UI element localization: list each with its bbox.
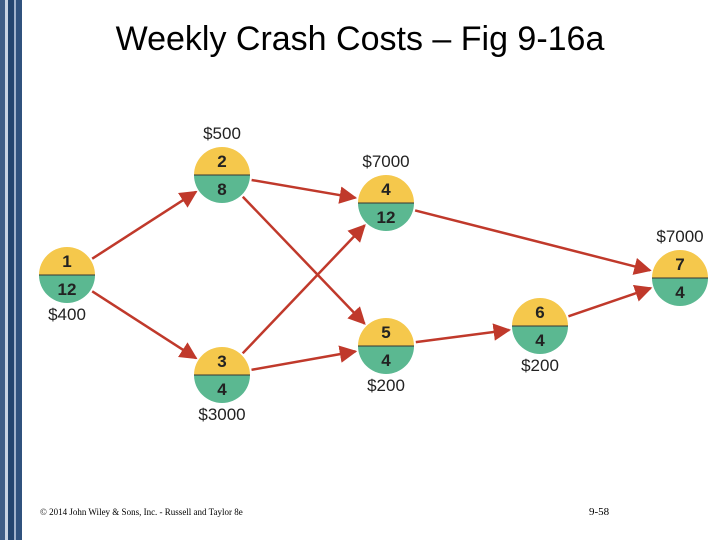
node-5: 5 4 $200 — [358, 318, 414, 395]
arrow-4-to-7 — [414, 209, 652, 275]
node-id-label: 6 — [535, 303, 544, 322]
arrow-2-to-4 — [251, 178, 358, 204]
node-id-label: 1 — [62, 252, 71, 271]
node-bottom-half — [194, 375, 250, 403]
node-crash-cost-label: $7000 — [656, 227, 703, 246]
node-duration-label: 4 — [675, 283, 685, 302]
node-2: 2 8 $500 — [194, 124, 250, 203]
node-crash-cost-label: $400 — [48, 305, 86, 324]
node-crash-cost-label: $7000 — [362, 152, 409, 171]
slide-title: Weekly Crash Costs – Fig 9-16a — [115, 20, 605, 58]
node-6: 6 4 $200 — [512, 298, 568, 375]
copyright-footer: © 2014 John Wiley & Sons, Inc. - Russell… — [40, 507, 243, 517]
nodes-layer: 1 12 $400 2 8 $500 3 4 $3000 4 12 $7000 5 4 $200 6 4 $200… — [39, 124, 708, 424]
node-top-half — [194, 147, 250, 175]
sidebar-stripe — [5, 0, 8, 540]
node-id-label: 5 — [381, 323, 390, 342]
node-duration-label: 4 — [381, 351, 391, 370]
arrow-1-to-2 — [91, 190, 198, 260]
node-crash-cost-label: $200 — [521, 356, 559, 375]
sidebar-stripe — [0, 0, 5, 540]
node-id-label: 3 — [217, 352, 226, 371]
node-top-half — [39, 247, 95, 275]
arrow-2-to-5 — [241, 195, 366, 325]
node-bottom-half — [512, 326, 568, 354]
node-duration-label: 4 — [535, 331, 545, 350]
node-bottom-half — [652, 278, 708, 306]
node-bottom-half — [358, 203, 414, 231]
node-id-label: 7 — [675, 255, 684, 274]
node-crash-cost-label: $200 — [367, 376, 405, 395]
sidebar-stripe — [16, 0, 22, 540]
node-top-half — [358, 318, 414, 346]
arrow-5-to-6 — [415, 323, 512, 344]
node-bottom-half — [358, 346, 414, 374]
arrow-1-to-3 — [91, 290, 198, 360]
sidebar-stripe — [8, 0, 14, 540]
node-duration-label: 12 — [58, 280, 77, 299]
node-duration-label: 12 — [377, 208, 396, 227]
arrow-3-to-5 — [251, 345, 358, 372]
slide-sidebar-stripes — [0, 0, 22, 540]
node-top-half — [652, 250, 708, 278]
arrow-6-to-7 — [567, 284, 653, 318]
node-4: 4 12 $7000 — [358, 152, 414, 231]
sidebar-stripe — [14, 0, 16, 540]
node-crash-cost-label: $3000 — [198, 405, 245, 424]
node-1: 1 12 $400 — [39, 247, 95, 324]
edges-layer — [91, 178, 653, 372]
node-7: 7 4 $7000 — [652, 227, 708, 306]
arrow-3-to-4 — [241, 224, 366, 355]
node-duration-label: 4 — [217, 380, 227, 399]
node-duration-label: 8 — [217, 180, 226, 199]
node-3: 3 4 $3000 — [194, 347, 250, 424]
node-bottom-half — [194, 175, 250, 203]
node-id-label: 4 — [381, 180, 391, 199]
node-bottom-half — [39, 275, 95, 303]
node-top-half — [358, 175, 414, 203]
node-top-half — [194, 347, 250, 375]
node-id-label: 2 — [217, 152, 226, 171]
page-number: 9-58 — [589, 506, 610, 518]
node-top-half — [512, 298, 568, 326]
node-crash-cost-label: $500 — [203, 124, 241, 143]
